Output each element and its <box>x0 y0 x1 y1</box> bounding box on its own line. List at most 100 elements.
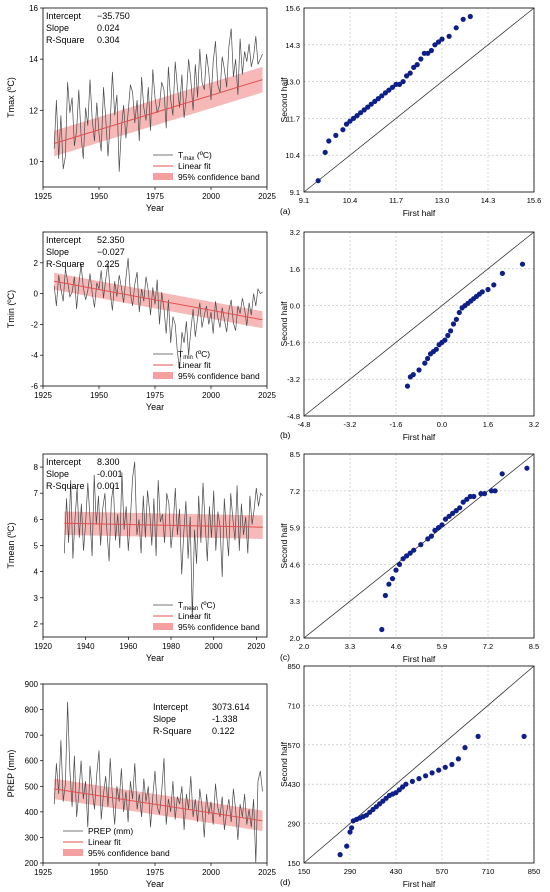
y-tick-label: -4.8 <box>287 412 300 421</box>
data-point <box>340 127 346 133</box>
x-tick-label: 1950 <box>90 868 108 877</box>
y-tick-label: -1.6 <box>287 338 300 347</box>
data-point <box>460 16 466 22</box>
data-point <box>396 561 403 568</box>
data-point <box>418 56 424 62</box>
y-tick-label: 3.3 <box>290 597 300 606</box>
data-point <box>368 101 374 107</box>
x-tick-label: 2000 <box>205 642 223 651</box>
data-point <box>361 107 367 113</box>
data-point <box>382 90 388 96</box>
y-axis-label: Second half <box>279 301 289 347</box>
x-axis-label: Year <box>146 402 164 412</box>
x-tick-label: 710 <box>482 867 495 876</box>
data-point <box>416 367 422 373</box>
y-tick-label: -3.2 <box>287 375 300 384</box>
stat-value: 0.225 <box>97 259 120 269</box>
y-axis-label: Second half <box>279 741 289 787</box>
reference-line <box>303 665 535 864</box>
y-tick-label: 290 <box>287 820 300 829</box>
data-point <box>344 843 350 849</box>
data-point <box>410 372 416 378</box>
x-tick-label: 7.2 <box>483 642 493 651</box>
data-point <box>524 465 530 471</box>
y-tick-label: 710 <box>287 701 300 710</box>
x-tick-label: 1975 <box>146 192 164 201</box>
data-series-line <box>63 461 263 619</box>
x-tick-label: 1975 <box>146 391 164 400</box>
data-point <box>389 84 396 90</box>
x-tick-label: 9.1 <box>299 196 309 205</box>
data-point <box>409 778 415 785</box>
stat-label: R-Square <box>46 259 85 269</box>
data-point <box>445 332 451 339</box>
data-point <box>439 522 445 528</box>
x-tick-label: 570 <box>436 867 449 876</box>
x-tick-label: 2000 <box>202 192 220 201</box>
data-point <box>418 542 424 548</box>
stat-label: Intercept <box>46 11 82 21</box>
legend-series-label: Tmean (ºC) <box>178 600 216 612</box>
legend-band-label: 95% confidence band <box>88 848 170 858</box>
data-point <box>379 93 385 99</box>
legend-band-swatch <box>153 173 173 180</box>
y-tick-label: 2 <box>34 620 39 629</box>
y-tick-label: 9.1 <box>290 188 300 197</box>
y-tick-label: 7 <box>34 489 39 498</box>
data-point <box>347 118 353 124</box>
plot-frame <box>303 453 535 639</box>
stat-value: -0.001 <box>97 469 123 479</box>
legend-band-label: 95% confidence band <box>178 622 260 632</box>
data-point <box>464 496 470 502</box>
data-point <box>439 36 445 42</box>
y-tick-label: 14 <box>29 55 38 64</box>
data-point <box>433 346 439 352</box>
data-point <box>428 533 434 539</box>
data-point <box>350 115 357 121</box>
data-point <box>315 178 321 184</box>
stat-value: 0.024 <box>97 23 120 33</box>
x-tick-label: 2025 <box>258 391 276 400</box>
x-tick-label: 1950 <box>90 391 108 400</box>
y-tick-label: 850 <box>287 662 300 671</box>
x-tick-label: 4.6 <box>391 642 401 651</box>
y-axis-label: Tmean (ºC) <box>6 522 16 568</box>
y-tick-label: 150 <box>287 859 300 868</box>
data-point <box>453 508 459 514</box>
x-tick-label: 2.0 <box>299 642 309 651</box>
panel-tag: (a) <box>280 206 291 216</box>
y-tick-label: 570 <box>287 741 300 750</box>
y-tick-label: 3 <box>34 594 39 603</box>
x-tick-label: 1.6 <box>483 420 493 429</box>
stat-label: Slope <box>46 23 69 33</box>
panel-tag: (d) <box>280 877 291 887</box>
data-point <box>453 25 459 31</box>
data-point <box>386 581 392 587</box>
data-point <box>347 829 353 835</box>
data-point <box>393 567 399 573</box>
data-point <box>460 499 466 505</box>
data-point <box>446 513 452 519</box>
data-point <box>456 309 462 316</box>
data-point <box>425 50 431 56</box>
x-tick-label: 1925 <box>34 868 52 877</box>
x-axis-label: First half <box>403 879 436 889</box>
stat-value: −0.027 <box>97 247 125 257</box>
legend-band-swatch <box>153 623 173 630</box>
stat-label: R-Square <box>46 481 85 491</box>
data-point <box>382 592 388 599</box>
y-tick-label: 400 <box>25 808 39 817</box>
x-tick-label: 13.0 <box>435 196 450 205</box>
data-point <box>442 516 449 522</box>
data-point <box>446 33 452 39</box>
data-point <box>423 773 429 779</box>
y-tick-label: 900 <box>25 680 39 689</box>
plot-frame <box>303 7 535 193</box>
data-point <box>416 776 422 782</box>
stat-value: 52.350 <box>97 235 125 245</box>
y-tick-label: 11.7 <box>286 114 300 123</box>
data-point <box>358 110 364 116</box>
x-tick-label: 1960 <box>119 642 137 651</box>
data-point <box>407 550 413 556</box>
